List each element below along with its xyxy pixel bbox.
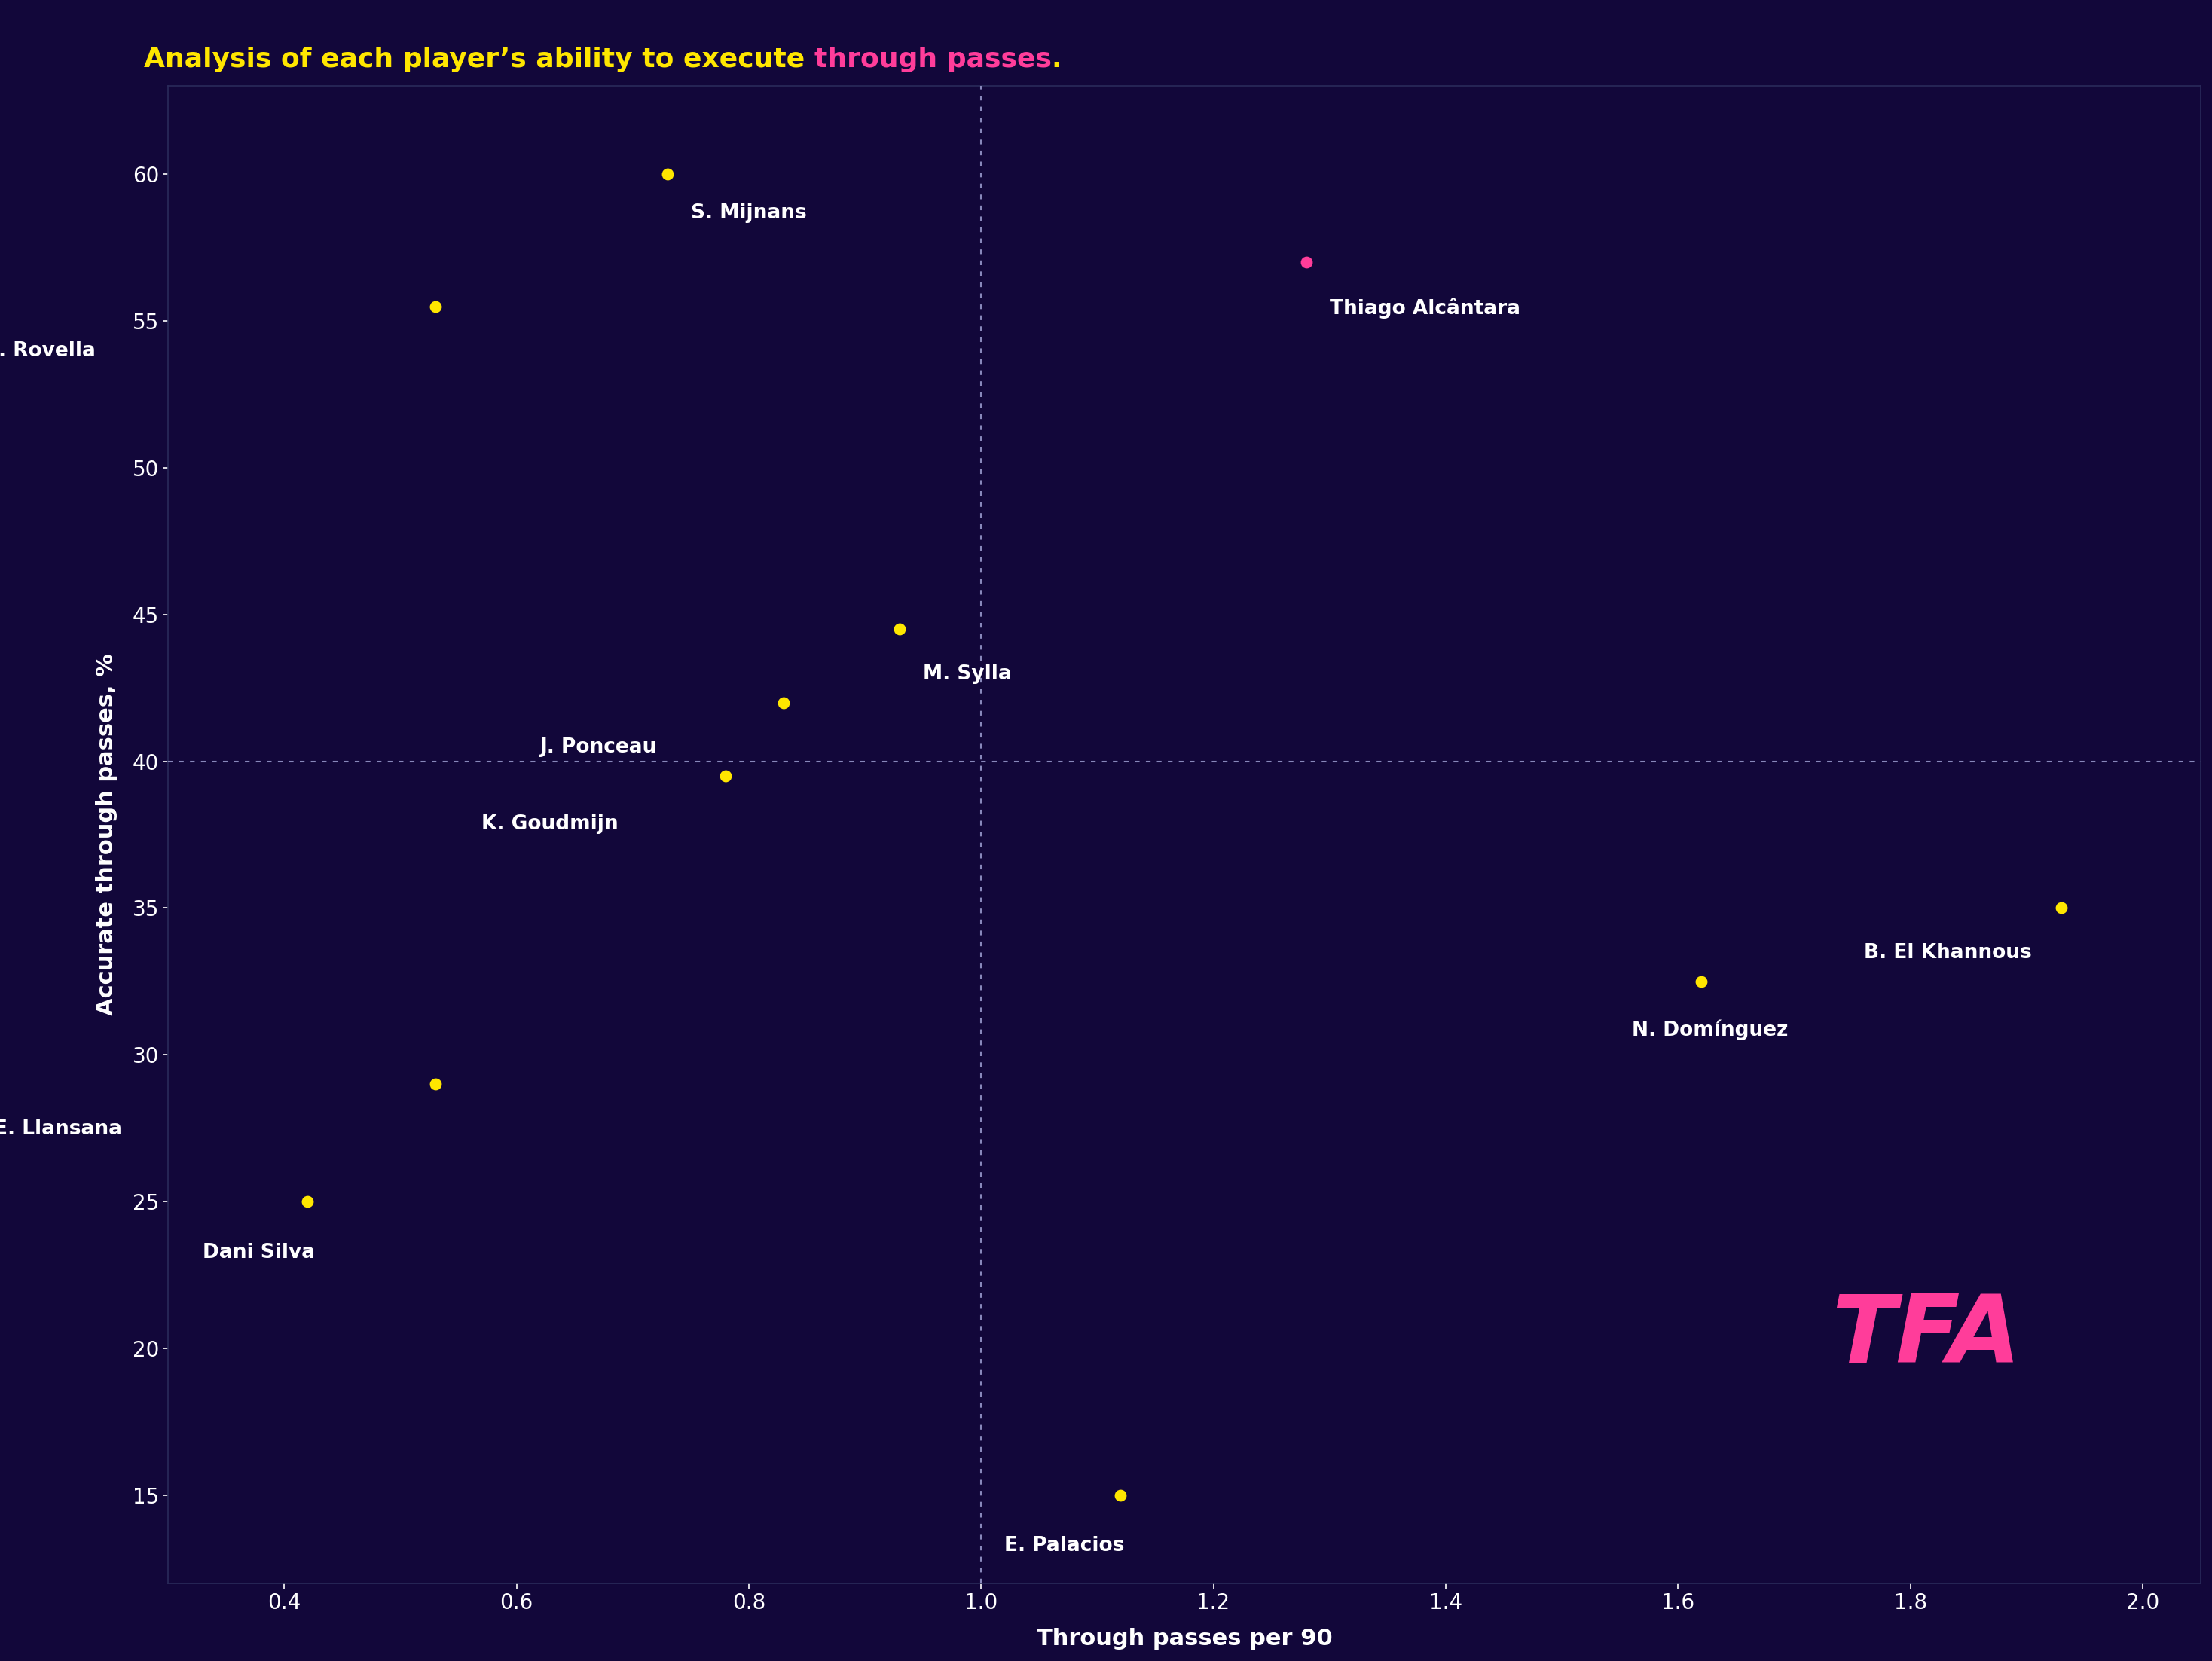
Text: Thiago Alcântara: Thiago Alcântara — [1329, 297, 1520, 319]
Point — [1290, 249, 1325, 276]
Point — [1104, 1482, 1139, 1508]
Y-axis label: Accurate through passes, %: Accurate through passes, % — [95, 653, 117, 1017]
Text: J. Ponceau: J. Ponceau — [540, 737, 657, 757]
Text: .: . — [1051, 47, 1062, 71]
Point — [883, 616, 918, 643]
Point — [418, 292, 453, 319]
Point — [290, 1188, 325, 1214]
Text: K. Goudmijn: K. Goudmijn — [482, 814, 619, 834]
Text: B. El Khannous: B. El Khannous — [1865, 943, 2031, 963]
Text: E. Palacios: E. Palacios — [1004, 1536, 1124, 1556]
Point — [765, 689, 801, 716]
Text: N. Rovella: N. Rovella — [0, 342, 95, 360]
Point — [418, 1071, 453, 1098]
X-axis label: Through passes per 90: Through passes per 90 — [1037, 1628, 1332, 1649]
Text: TFA: TFA — [1832, 1291, 2022, 1382]
Text: Analysis of each player’s ability to execute: Analysis of each player’s ability to exe… — [144, 47, 814, 71]
Text: S. Mijnans: S. Mijnans — [690, 203, 807, 223]
Text: Dani Silva: Dani Silva — [204, 1242, 316, 1262]
Point — [1683, 968, 1719, 995]
Point — [708, 762, 743, 789]
Text: M. Sylla: M. Sylla — [922, 664, 1011, 684]
Text: E. Llansana: E. Llansana — [0, 1120, 122, 1139]
Text: N. Domínguez: N. Domínguez — [1632, 1020, 1787, 1040]
Point — [650, 161, 686, 188]
Point — [2044, 895, 2079, 922]
Text: through passes: through passes — [814, 47, 1051, 71]
